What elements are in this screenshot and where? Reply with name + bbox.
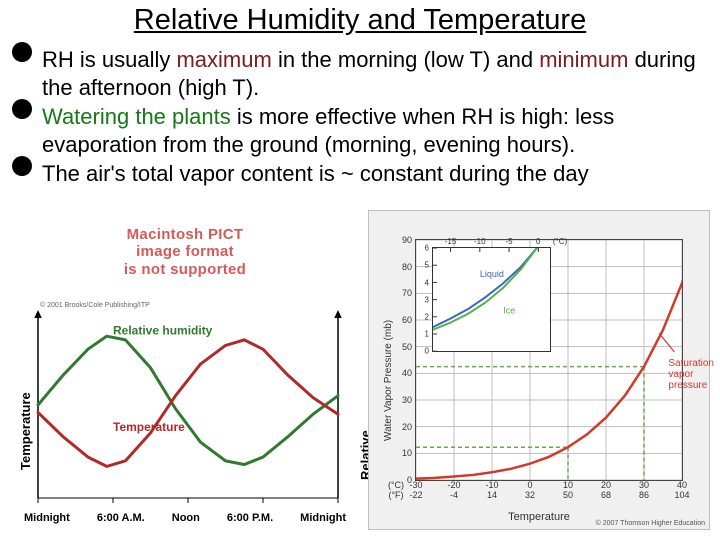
bullet-item: RH is usually maximum in the morning (lo… bbox=[12, 46, 702, 101]
y-tick-label: 50 bbox=[402, 342, 416, 352]
bullet-text-run: The air's total vapor content is ~ const… bbox=[42, 161, 589, 186]
saturation-label: Saturationvaporpressure bbox=[668, 358, 714, 391]
bullet-text-run: Watering the plants bbox=[42, 104, 231, 129]
x-tick-label: 6:00 P.M. bbox=[227, 512, 273, 524]
inset-y-tick: 2 bbox=[425, 312, 433, 321]
slide-title: Relative Humidity and Temperature bbox=[0, 4, 720, 37]
y-tick-label: 80 bbox=[402, 262, 416, 272]
bullet-text-run: in the morning (low T) and bbox=[272, 47, 539, 72]
y-tick-label: 90 bbox=[402, 235, 416, 245]
right-credit: © 2007 Thomson Higher Education bbox=[596, 520, 705, 527]
inset-top-tick: 0 bbox=[536, 237, 540, 248]
x-tick-label: -20-4 bbox=[447, 480, 460, 501]
x-unit-labels: (°C)(°F) bbox=[388, 480, 404, 501]
bullet-text-run: maximum bbox=[176, 47, 271, 72]
y-tick-label: 20 bbox=[402, 422, 416, 432]
svg-text:Temperature: Temperature bbox=[113, 420, 185, 434]
inset-ice-liquid: LiquidIce (°C)-15-10-500123456 bbox=[432, 247, 551, 352]
bullet-dot-icon bbox=[12, 99, 32, 119]
right-plot-area: LiquidIce (°C)-15-10-500123456 Saturatio… bbox=[415, 239, 683, 481]
bullet-text-run: RH is usually bbox=[42, 47, 176, 72]
y-tick-label: 60 bbox=[402, 315, 416, 325]
x-tick-label: 2068 bbox=[601, 480, 611, 501]
inset-svg: Liquid Ice bbox=[433, 248, 550, 351]
inset-top-tick: -5 bbox=[505, 237, 512, 248]
bullet-item: The air's total vapor content is ~ const… bbox=[12, 160, 702, 188]
x-tick-label: 6:00 A.M. bbox=[97, 512, 145, 524]
diurnal-svg: Relative humidity Temperature bbox=[10, 220, 360, 508]
x-tick-label: 3086 bbox=[639, 480, 649, 501]
inset-y-tick: 3 bbox=[425, 295, 433, 304]
inset-top-tick: -10 bbox=[474, 237, 486, 248]
bullet-list: RH is usually maximum in the morning (lo… bbox=[12, 46, 702, 190]
bullet-dot-icon bbox=[12, 156, 32, 176]
rh-temp-diurnal-chart: Macintosh PICTimage formatis not support… bbox=[10, 220, 360, 528]
x-tick-label: -30-22 bbox=[409, 480, 422, 501]
x-tick-label: Noon bbox=[172, 512, 200, 524]
inset-y-tick: 6 bbox=[425, 244, 433, 253]
y-tick-label: 10 bbox=[402, 448, 416, 458]
x-tick-label: -1014 bbox=[485, 480, 498, 501]
inset-y-tick: 5 bbox=[425, 261, 433, 270]
charts-row: Macintosh PICTimage formatis not support… bbox=[10, 220, 710, 528]
x-tick-label: 40104 bbox=[674, 480, 689, 501]
left-x-ticks: Midnight 6:00 A.M. Noon 6:00 P.M. Midnight bbox=[24, 512, 346, 524]
inset-y-tick: 0 bbox=[425, 347, 433, 356]
right-y-axis-label: Water Vapor Pressure (mb) bbox=[383, 320, 394, 441]
x-tick-label: Midnight bbox=[300, 512, 346, 524]
x-tick-label: Midnight bbox=[24, 512, 70, 524]
bullet-dot-icon bbox=[12, 42, 32, 62]
inset-top-unit: (°C) bbox=[553, 237, 567, 248]
svg-text:Liquid: Liquid bbox=[480, 269, 504, 279]
bullet-item: Watering the plants is more effective wh… bbox=[12, 103, 702, 158]
x-tick-label: 1050 bbox=[563, 480, 573, 501]
x-tick-label: 032 bbox=[525, 480, 535, 501]
bullet-text-run: minimum bbox=[539, 47, 628, 72]
inset-y-tick: 4 bbox=[425, 278, 433, 287]
inset-y-tick: 1 bbox=[425, 330, 433, 339]
y-tick-label: 70 bbox=[402, 288, 416, 298]
svg-text:Ice: Ice bbox=[503, 306, 515, 316]
inset-top-tick: -15 bbox=[445, 237, 457, 248]
svg-text:Relative humidity: Relative humidity bbox=[113, 323, 213, 337]
y-tick-label: 40 bbox=[402, 368, 416, 378]
saturation-vapor-pressure-chart: Water Vapor Pressure (mb) Liquid Ice (°C)… bbox=[368, 210, 710, 530]
y-tick-label: 30 bbox=[402, 395, 416, 405]
